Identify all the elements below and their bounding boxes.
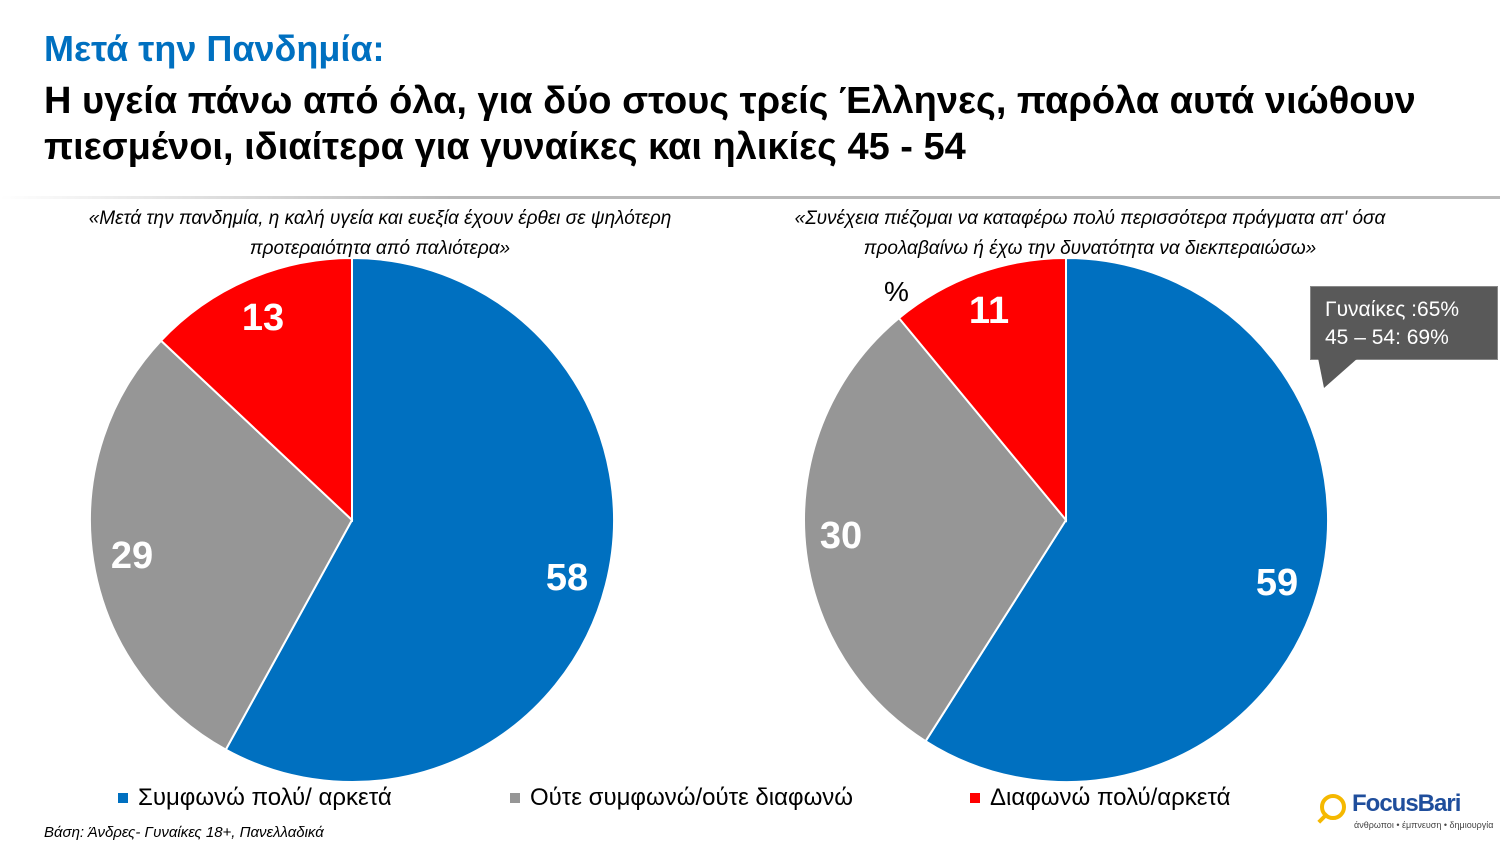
magnifier-icon [1320,794,1346,820]
divider [0,196,1500,199]
legend-label-neutral: Ούτε συμφωνώ/ούτε διαφωνώ [530,784,854,811]
callout-line-1: Γυναίκες :65% [1325,298,1460,321]
chart-2-title: «Συνέχεια πιέζομαι να καταφέρω πολύ περι… [794,208,1386,259]
legend-item-agree: Συμφωνώ πολύ/ αρκετά [118,784,392,812]
pie-2-slice-neutral [803,316,1068,743]
pie-2-label-disagree: 11 [969,290,1009,332]
unit-label: % [884,276,909,307]
pie-2-label-neutral: 30 [820,515,862,557]
callout-box: Γυναίκες :65% 45 – 54: 69% [1310,286,1498,360]
pie-2-slice-agree [924,256,1330,783]
legend-item-disagree: Διαφωνώ πολύ/αρκετά [970,784,1231,812]
pie-2-slice-disagree [897,256,1067,523]
pie-1-slice-disagree [159,256,353,523]
legend-swatch-neutral [510,793,520,803]
pie-1-slice-neutral [89,339,354,751]
title-line-1: Μετά την Πανδημία: [44,28,385,69]
callout-line-2: 45 – 54: 69% [1325,326,1449,349]
legend-label-agree: Συμφωνώ πολύ/ αρκετά [138,784,392,811]
base-note: Βάση: Άνδρες- Γυναίκες 18+, Πανελλαδικά [44,824,324,841]
title-line-2: Η υγεία πάνω από όλα, για δύο στους τρεί… [44,80,1416,168]
pie-1-label-neutral: 29 [111,535,153,577]
callout-pointer [1318,358,1358,388]
pie-1-label-agree: 58 [546,557,588,599]
logo-name: FocusBari [1352,790,1461,817]
legend-swatch-agree [118,793,128,803]
legend-label-disagree: Διαφωνώ πολύ/αρκετά [990,784,1231,811]
chart-1-title: «Μετά την πανδημία, η καλή υγεία και ευε… [88,208,672,259]
pie-1-label-disagree: 13 [242,297,284,339]
legend-item-neutral: Ούτε συμφωνώ/ούτε διαφωνώ [510,784,853,812]
pie-2-label-agree: 59 [1256,562,1298,604]
focusbari-logo: FocusBari άνθρωποι • έμπνευση • δημιουργ… [1317,790,1494,834]
pie-1-slice-agree [224,256,615,783]
legend-swatch-disagree [970,793,980,803]
legend: Συμφωνώ πολύ/ αρκετά Ούτε συμφωνώ/ούτε δ… [118,784,1318,814]
logo-tagline: άνθρωποι • έμπνευση • δημιουργία [1354,820,1494,830]
